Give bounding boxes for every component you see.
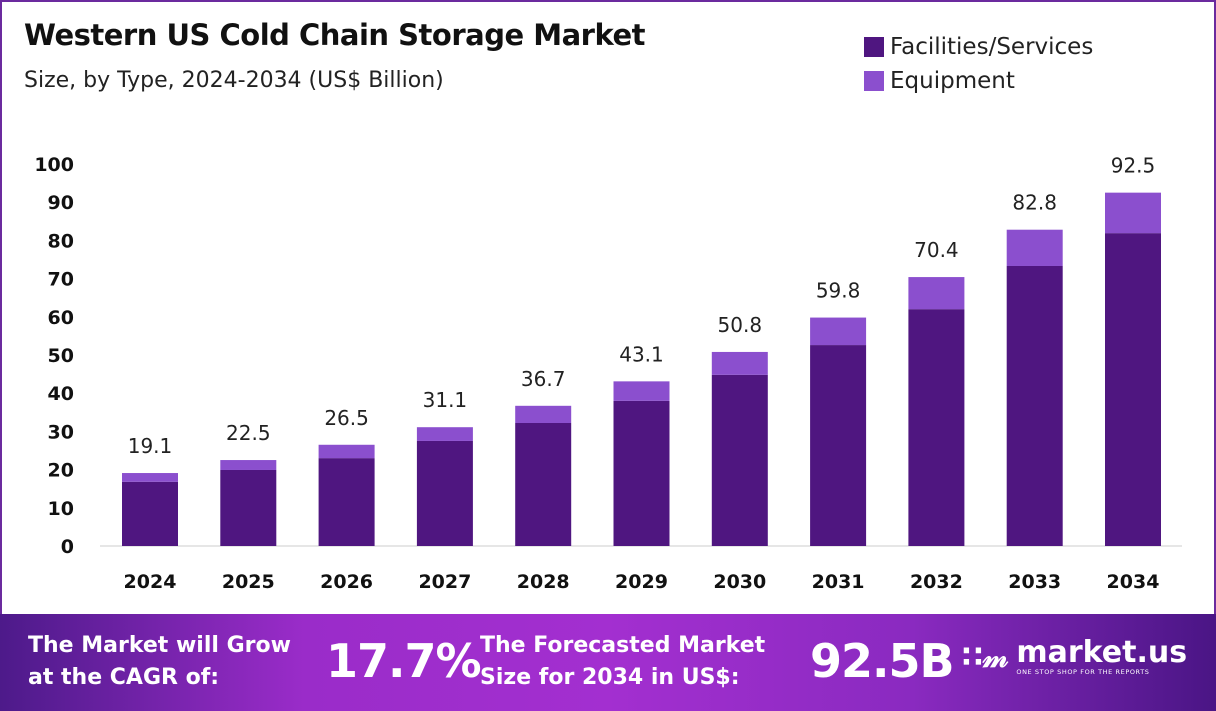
bar-facilities-2024 xyxy=(122,481,178,546)
cagr-label-line1: The Market will Grow xyxy=(28,633,291,658)
legend-swatch-equipment xyxy=(864,71,884,91)
x-tick-label: 2030 xyxy=(713,571,766,593)
data-label-total: 70.4 xyxy=(914,238,959,262)
bar-facilities-2034 xyxy=(1105,233,1161,546)
bar-equipment-2034 xyxy=(1105,192,1161,234)
bar-equipment-2033 xyxy=(1006,229,1063,266)
bar-equipment-2029 xyxy=(613,381,670,401)
forecast-label: The Forecasted Market Size for 2034 in U… xyxy=(480,630,765,694)
bar-facilities-2031 xyxy=(810,345,867,546)
bar-facilities-2026 xyxy=(318,458,375,546)
x-tick-label: 2026 xyxy=(320,571,373,593)
chart-title: Western US Cold Chain Storage Market xyxy=(24,18,646,52)
logo-name: market.us xyxy=(1016,635,1188,670)
bar-facilities-2030 xyxy=(711,374,768,546)
bar-equipment-2031 xyxy=(810,317,867,346)
market-us-logo-icon: ∷𝓂 xyxy=(962,639,1009,675)
data-label-total: 36.7 xyxy=(521,367,566,391)
y-tick-label: 30 xyxy=(48,421,74,443)
bar-facilities-2028 xyxy=(515,422,572,546)
bar-facilities-2029 xyxy=(613,400,670,546)
data-label-total: 92.5 xyxy=(1111,154,1156,178)
x-tick-label: 2031 xyxy=(812,571,865,593)
summary-banner: The Market will Grow at the CAGR of: 17.… xyxy=(0,614,1216,711)
y-tick-label: 80 xyxy=(48,230,74,252)
y-tick-label: 10 xyxy=(48,498,74,520)
bar-equipment-2025 xyxy=(220,460,277,470)
x-tick-label: 2028 xyxy=(517,571,570,593)
y-tick-label: 40 xyxy=(48,383,74,405)
bar-equipment-2028 xyxy=(515,405,572,423)
x-tick-label: 2027 xyxy=(418,571,471,593)
y-tick-label: 60 xyxy=(48,307,74,329)
y-tick-label: 70 xyxy=(48,269,74,291)
data-label-total: 26.5 xyxy=(324,406,369,430)
data-label-total: 82.8 xyxy=(1012,191,1057,215)
bar-equipment-2030 xyxy=(711,351,768,375)
forecast-value: 92.5B xyxy=(810,634,955,688)
data-label-total: 31.1 xyxy=(423,388,468,412)
cagr-label: The Market will Grow at the CAGR of: xyxy=(28,630,291,694)
bar-facilities-2032 xyxy=(908,309,965,546)
data-label-total: 19.1 xyxy=(128,434,173,458)
x-tick-label: 2025 xyxy=(222,571,275,593)
legend: Facilities/Services Equipment xyxy=(864,30,1093,98)
data-label-total: 59.8 xyxy=(816,279,861,303)
logo-tagline: ONE STOP SHOP FOR THE REPORTS xyxy=(1016,668,1150,676)
forecast-label-line2: Size for 2034 in US$: xyxy=(480,665,740,690)
x-tick-label: 2024 xyxy=(124,571,177,593)
forecast-label-line1: The Forecasted Market xyxy=(480,633,766,658)
data-label-total: 50.8 xyxy=(718,313,763,337)
y-tick-label: 90 xyxy=(48,192,74,214)
legend-label-facilities: Facilities/Services xyxy=(890,34,1094,60)
bar-facilities-2033 xyxy=(1006,265,1063,546)
data-label-total: 43.1 xyxy=(619,342,664,366)
cagr-label-line2: at the CAGR of: xyxy=(28,665,220,690)
x-tick-label: 2034 xyxy=(1107,571,1160,593)
bar-facilities-2025 xyxy=(220,469,277,546)
x-tick-label: 2029 xyxy=(615,571,668,593)
y-tick-label: 20 xyxy=(48,460,74,482)
y-tick-label: 50 xyxy=(48,345,74,367)
y-tick-label: 100 xyxy=(34,154,74,176)
bar-equipment-2032 xyxy=(908,277,965,310)
bar-equipment-2026 xyxy=(318,444,375,459)
legend-label-equipment: Equipment xyxy=(890,68,1015,94)
bar-facilities-2027 xyxy=(416,440,473,546)
bar-equipment-2027 xyxy=(416,427,473,441)
legend-swatch-facilities xyxy=(864,37,884,57)
x-tick-label: 2033 xyxy=(1008,571,1061,593)
y-tick-label: 0 xyxy=(61,536,74,558)
data-label-total: 22.5 xyxy=(226,421,271,445)
cagr-value: 17.7% xyxy=(326,634,482,688)
legend-item-equipment: Equipment xyxy=(864,64,1093,98)
bar-equipment-2024 xyxy=(122,473,178,482)
market-us-logo: ∷𝓂 market.us ONE STOP SHOP FOR THE REPOR… xyxy=(962,635,1188,677)
x-tick-label: 2032 xyxy=(910,571,963,593)
legend-item-facilities: Facilities/Services xyxy=(864,30,1093,64)
chart-subtitle: Size, by Type, 2024-2034 (US$ Billion) xyxy=(24,68,444,93)
